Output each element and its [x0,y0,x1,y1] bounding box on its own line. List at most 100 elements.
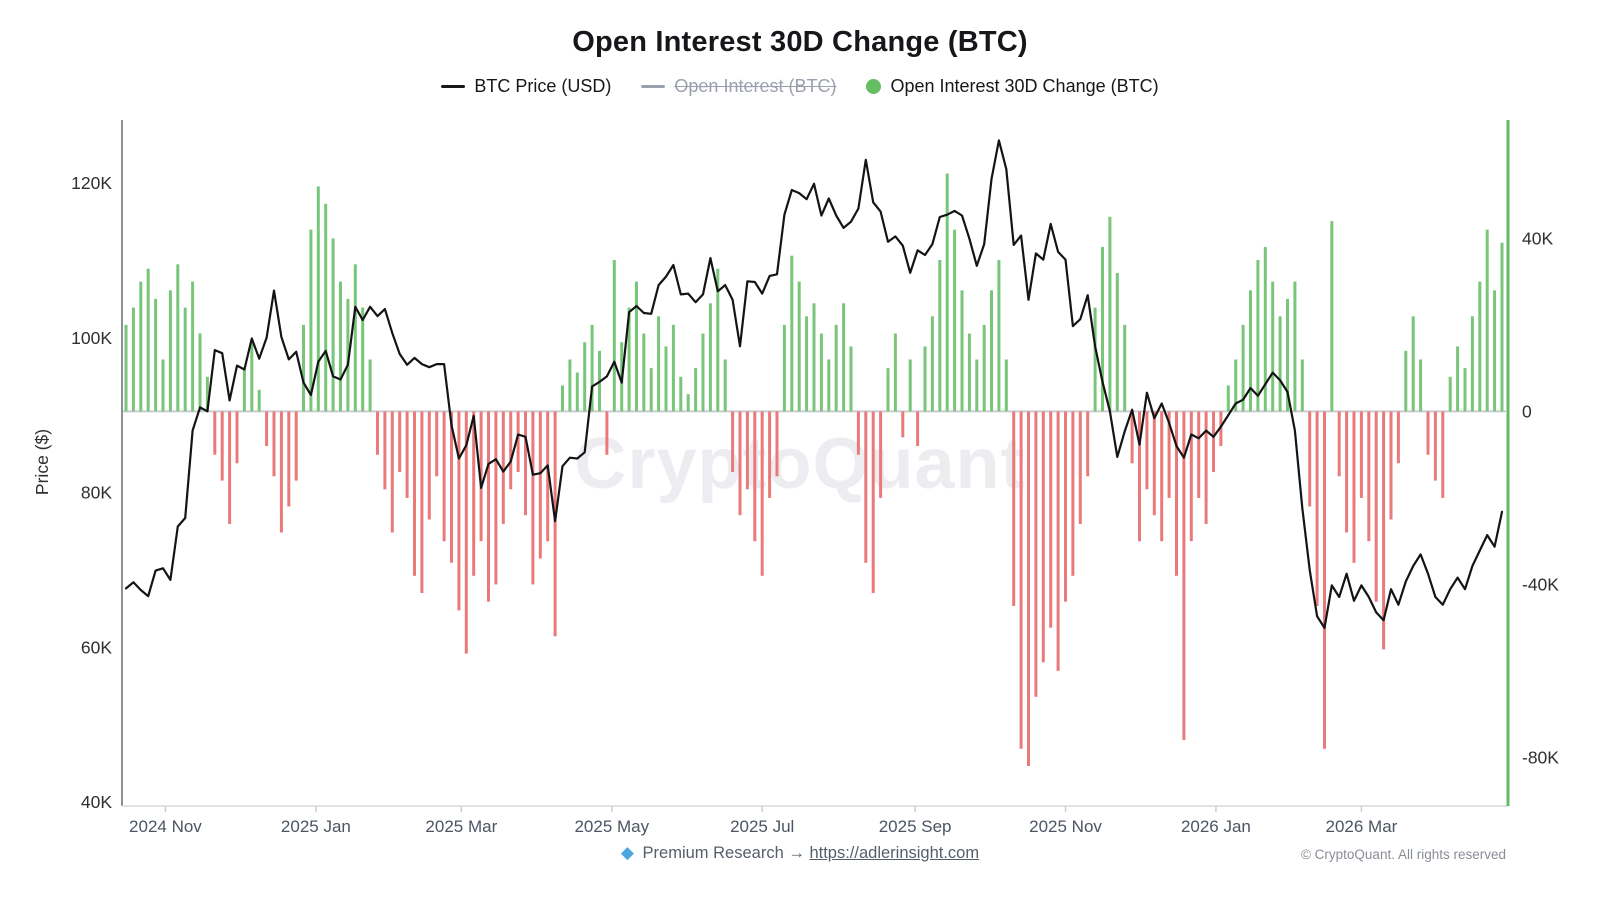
diamond-gem-icon: ◆ [620,843,634,862]
oi-bar-positive [686,394,690,412]
oi-bar-negative [376,411,379,455]
oi-bar-negative [1049,411,1053,628]
oi-bar-negative [442,411,446,542]
oi-bar-positive [339,281,342,412]
premium-research-text: Premium Research → [642,844,805,862]
oi-bar-positive [642,333,646,412]
oi-bar-negative [501,411,505,524]
oi-bar-positive [316,186,320,412]
oi-bar-positive [183,307,187,412]
oi-bar-positive [812,303,816,412]
oi-bar-negative [279,411,283,533]
y-left-tick-label: 60K [81,637,112,657]
oi-bar-negative [1167,411,1171,498]
oi-bar-positive [368,359,372,412]
oi-bar-negative [435,411,439,477]
oi-bar-positive [1271,281,1275,412]
y-right-tick-label: 0 [1522,401,1532,421]
oi-bar-positive [1493,290,1497,412]
oi-bar-positive [1234,359,1238,412]
chart-legend: BTC Price (USD) Open Interest (BTC) Open… [0,76,1600,97]
oi-bar-negative [472,411,476,576]
oi-bar-positive [694,368,698,412]
oi-bar-negative [731,411,735,472]
line-swatch-icon [441,85,466,88]
adlerinsight-link[interactable]: https://adlerinsight.com [809,844,980,862]
oi-bar-negative [1337,411,1341,477]
oi-bar-positive [309,229,313,412]
oi-bar-positive [242,368,246,412]
oi-bar-positive [1241,324,1245,412]
oi-bar-positive [671,324,675,412]
oi-bar-positive [834,324,838,412]
oi-bar-negative [1160,411,1164,542]
x-tick-label: 2025 Jul [730,817,794,836]
oi-bar-negative [1152,411,1156,516]
oi-bar-negative [294,411,298,481]
oi-bar-negative [745,411,749,490]
oi-bar-negative [1130,411,1134,464]
oi-bar-negative [1367,411,1371,542]
oi-bar-positive [938,260,942,412]
oi-bar-positive [1478,281,1482,412]
oi-bar-positive [1093,307,1097,412]
oi-bar-positive [664,346,668,412]
oi-bar-negative [553,411,557,637]
oi-bar-positive [346,298,350,412]
oi-bar-negative [1352,411,1356,563]
oi-bar-negative [1396,411,1400,464]
oi-bar-positive [819,333,823,412]
oi-bar-negative [265,411,269,446]
oi-bar-negative [1145,411,1149,490]
oi-bar-positive [1108,216,1112,412]
oi-bar-positive [612,260,616,412]
oi-bar-positive [790,255,794,412]
legend-label: Open Interest 30D Change (BTC) [890,76,1159,96]
oi-bar-negative [464,411,468,654]
legend-item-btc-price[interactable]: BTC Price (USD) [441,76,611,97]
oi-bar-positive [139,281,143,412]
oi-bar-negative [1389,411,1393,520]
y-axis-title: Price ($) [32,429,52,495]
oi-bar-negative [228,411,232,524]
oi-bar-positive [627,307,631,412]
dot-swatch-icon [866,79,882,94]
oi-bar-positive [1404,350,1408,412]
cryptoquant-watermark: CryptoQuant [575,424,1026,504]
legend-item-oi-30d-change[interactable]: Open Interest 30D Change (BTC) [866,76,1159,97]
oi-bar-positive [1419,359,1423,412]
oi-bar-positive [723,359,727,412]
footer-premium-research: ◆ Premium Research → https://adlerinsigh… [0,843,1600,863]
oi-bar-negative [1175,411,1178,576]
oi-bar-positive [1463,368,1467,412]
oi-bar-positive [1485,229,1489,412]
oi-bar-negative [405,411,409,498]
oi-bar-negative [901,411,905,438]
y-right-tick-label: -40K [1522,574,1559,594]
oi-bar-positive [1115,273,1119,412]
oi-bar-negative [546,411,550,542]
oi-bar-negative [390,411,394,533]
legend-label: BTC Price (USD) [474,76,612,96]
oi-bar-negative [1086,411,1090,477]
y-right-tick-label: 40K [1522,228,1553,248]
oi-bar-negative [916,411,920,446]
oi-bar-positive [849,346,853,412]
oi-bar-positive [908,359,912,412]
oi-bar-positive [198,333,202,412]
oi-bar-negative [738,411,742,516]
oi-change-bars [124,173,1504,766]
oi-bar-negative [494,411,498,585]
oi-bar-positive [982,324,986,412]
oi-bar-positive [997,260,1001,412]
oi-bar-negative [760,411,764,576]
oi-bar-negative [1064,411,1067,602]
oi-bar-negative [383,411,387,490]
oi-bar-negative [531,411,535,585]
oi-bar-negative [1078,411,1082,524]
legend-item-open-interest[interactable]: Open Interest (BTC) [641,76,836,97]
oi-bar-positive [945,173,949,412]
oi-bar-positive [953,229,957,412]
oi-bar-negative [1441,411,1445,498]
